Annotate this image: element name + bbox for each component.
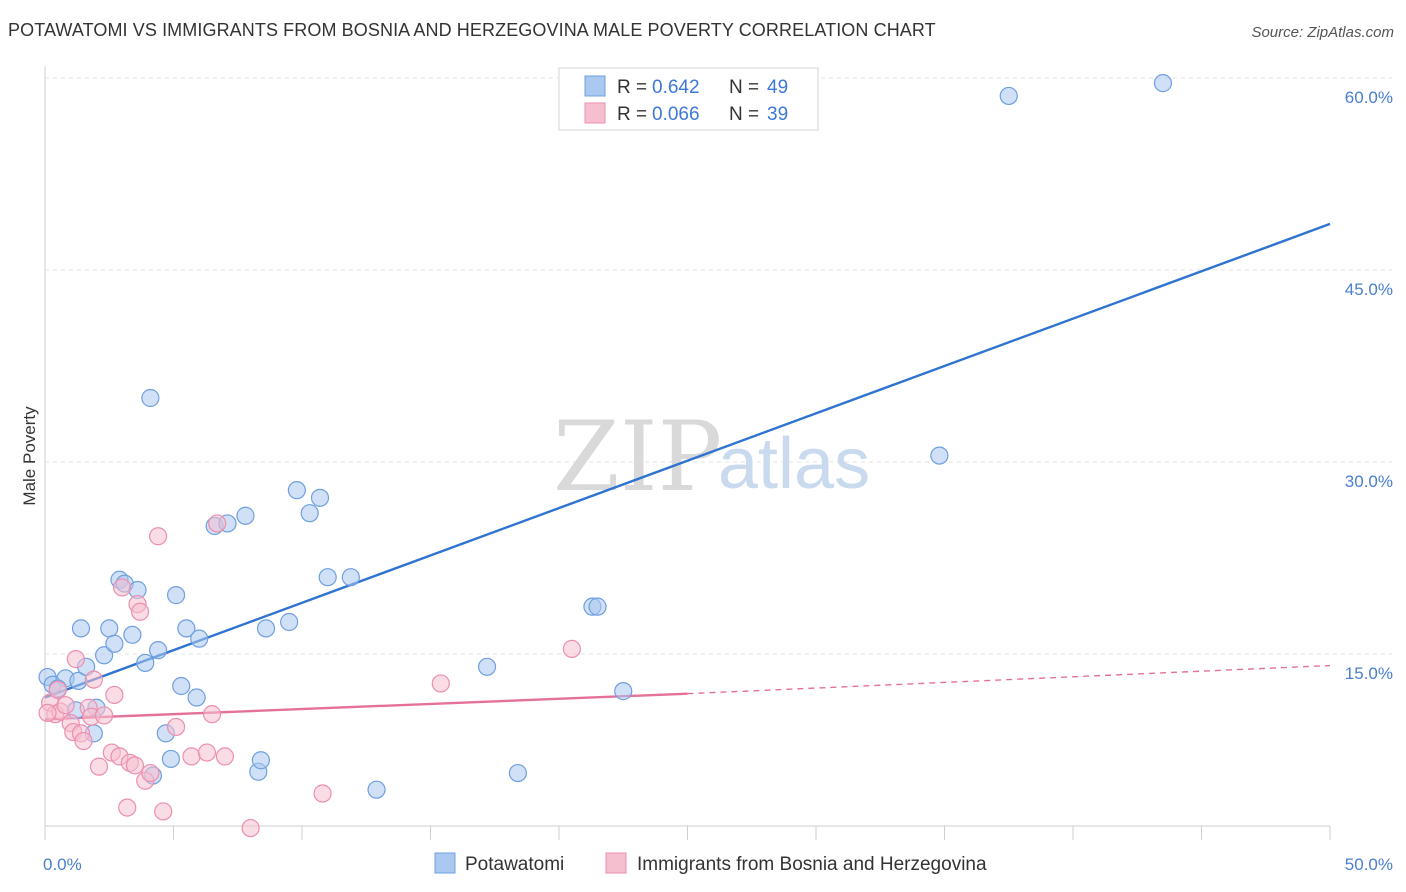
point-potawatomi-45 [930,446,949,465]
watermark-zip: ZIP [553,401,722,513]
legend-r-value-1: 0.066 [652,104,700,125]
point-potawatomi-30 [251,751,270,770]
y-tick-label-0: 15.0% [1345,664,1393,683]
legend-swatch-bosnia [584,102,606,124]
point-potawatomi-16 [136,653,155,673]
point-potawatomi-11 [105,634,124,653]
point-bosnia-28 [166,717,186,737]
point-bosnia-26 [148,527,168,546]
y-tick-label-1: 30.0% [1345,472,1393,491]
point-bosnia-9 [74,731,93,751]
point-bosnia-25 [141,763,160,783]
point-bosnia-29 [182,747,201,766]
point-potawatomi-9 [95,646,114,665]
point-bosnia-23 [130,602,150,621]
legend-r-label-1: R = [617,104,647,125]
point-bosnia-12 [84,670,103,689]
point-potawatomi-23 [177,619,196,638]
trend-extension-bosnia [687,664,1331,695]
point-potawatomi-40 [477,657,497,676]
legend-n-value-1: 39 [767,104,788,125]
point-bosnia-19 [118,798,137,817]
point-potawatomi-31 [256,619,276,638]
point-potawatomi-14 [123,625,142,644]
point-bosnia-33 [215,747,234,766]
point-bosnia-31 [202,705,222,724]
bottom-legend: Potawatomi Immigrants from Bosnia and He… [434,852,987,875]
y-axis-label: Male Poverty [20,406,39,506]
point-potawatomi-5 [71,619,91,638]
y-tick-label-2: 45.0% [1345,280,1393,299]
point-bosnia-18 [112,578,132,597]
point-bosnia-7 [66,650,85,669]
chart-title: POTAWATOMI VS IMMIGRANTS FROM BOSNIA AND… [8,20,936,40]
point-potawatomi-33 [287,481,306,500]
point-potawatomi-21 [166,586,186,605]
point-bosnia-27 [154,802,173,821]
x-tick-labels: 0.0% 50.0% [43,855,1393,874]
point-bosnia-21 [125,756,145,775]
point-potawatomi-44 [614,682,633,701]
point-potawatomi-46 [999,86,1018,106]
point-bosnia-34 [241,818,260,838]
point-potawatomi-17 [141,388,160,408]
point-potawatomi-47 [1153,74,1173,93]
point-potawatomi-39 [367,780,386,799]
data-points [38,74,1173,838]
point-potawatomi-20 [161,749,181,769]
y-tick-labels: 15.0% 30.0% 45.0% 60.0% [1345,88,1393,683]
bottom-legend-potawatomi: Potawatomi [465,854,564,875]
point-bosnia-2 [48,680,67,699]
point-bosnia-14 [95,706,114,725]
legend-n-label-1: N = [729,104,759,125]
point-potawatomi-32 [280,612,299,632]
legend-n-label-0: N = [729,77,759,98]
legend-swatch-potawatomi [584,75,606,97]
legend-n-value-0: 49 [767,77,788,98]
point-potawatomi-37 [341,568,360,587]
point-bosnia-13 [89,757,109,776]
point-potawatomi-36 [318,568,337,587]
point-bosnia-38 [38,703,57,722]
legend-r-label-0: R = [617,77,647,98]
point-potawatomi-18 [148,641,168,660]
x-tick-label-1: 50.0% [1345,855,1393,874]
point-potawatomi-24 [187,688,206,707]
point-potawatomi-22 [172,676,191,696]
source-label: Source: ZipAtlas.com [1251,24,1394,41]
point-potawatomi-41 [508,763,527,783]
x-tick-label-0: 0.0% [43,855,82,874]
grid-lines [45,77,1392,655]
point-bosnia-32 [208,514,227,533]
trend-line-potawatomi [44,222,1331,699]
watermark-atlas: atlas [718,424,870,504]
point-potawatomi-34 [300,504,319,523]
point-bosnia-35 [313,784,332,803]
point-bosnia-37 [562,639,581,658]
legend-r-value-0: 0.642 [652,77,700,98]
trend-lines [44,222,1331,721]
bottom-legend-bosnia: Immigrants from Bosnia and Herzegovina [637,854,987,875]
trend-line-bosnia [44,692,688,721]
y-tick-label-3: 60.0% [1345,88,1393,107]
legend: R = 0.642 N = 49 R = 0.066 N = 39 [558,67,819,131]
bottom-legend-swatch-bosnia [605,852,627,874]
point-bosnia-4 [56,696,75,715]
point-bosnia-16 [105,685,124,705]
point-potawatomi-28 [236,506,255,525]
point-potawatomi-25 [190,629,209,648]
point-potawatomi-10 [100,619,119,638]
point-bosnia-30 [197,743,217,762]
point-bosnia-36 [431,674,450,693]
point-potawatomi-43 [588,597,607,616]
point-potawatomi-35 [310,488,330,507]
bottom-legend-swatch-potawatomi [434,852,456,874]
